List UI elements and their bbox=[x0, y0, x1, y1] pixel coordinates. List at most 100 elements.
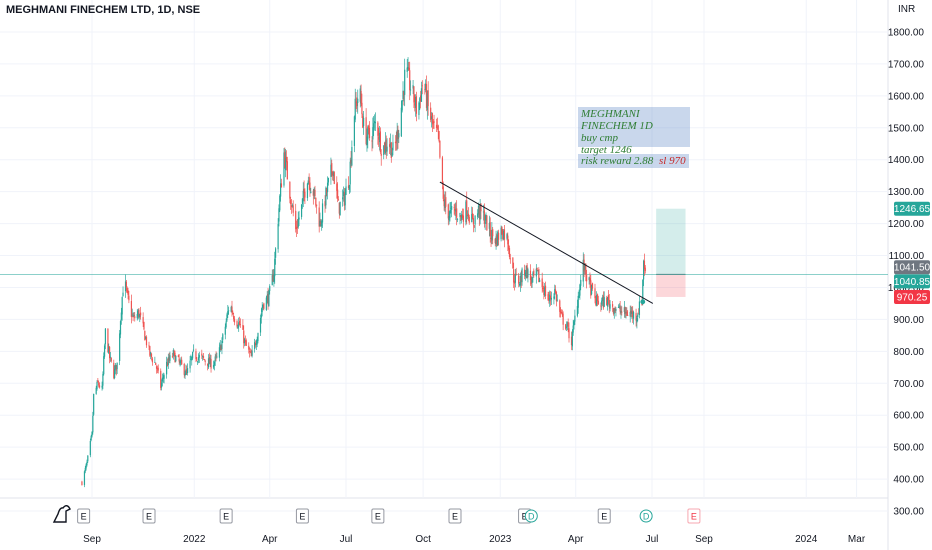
candle-body bbox=[445, 197, 447, 207]
candle-body bbox=[239, 323, 241, 325]
y-tick-label: 800.00 bbox=[893, 347, 924, 358]
x-tick-label: 2022 bbox=[183, 534, 206, 545]
dividend-marker[interactable]: D bbox=[639, 509, 653, 523]
marker-label: E bbox=[601, 512, 607, 522]
loss-zone[interactable] bbox=[656, 274, 686, 297]
price-label[interactable]: 1040.85 bbox=[894, 274, 931, 289]
candle-body bbox=[433, 121, 435, 123]
candle-body bbox=[233, 318, 236, 323]
y-tick-label: 1100.00 bbox=[889, 251, 925, 262]
earnings-marker[interactable]: E bbox=[295, 508, 309, 524]
candle-body bbox=[143, 321, 145, 330]
trendline-drawing[interactable] bbox=[439, 181, 654, 304]
candle-body bbox=[629, 311, 631, 317]
candle-body bbox=[298, 217, 300, 220]
candle-body bbox=[155, 362, 157, 366]
earnings-marker[interactable]: E bbox=[687, 508, 701, 524]
candle-body bbox=[373, 121, 376, 124]
earnings-marker[interactable]: E bbox=[448, 508, 462, 524]
earnings-marker[interactable]: E bbox=[219, 508, 233, 524]
candle-body bbox=[453, 207, 455, 209]
candle-body bbox=[113, 362, 115, 379]
stop-loss-note[interactable]: sl 970 bbox=[656, 154, 689, 168]
candle-body bbox=[643, 260, 646, 270]
candle-body bbox=[490, 237, 492, 239]
candle-body bbox=[351, 147, 353, 166]
candle-body bbox=[272, 274, 274, 282]
candle-body bbox=[114, 368, 116, 379]
earnings-marker[interactable]: E bbox=[77, 508, 91, 524]
candle-body bbox=[312, 190, 314, 196]
candle-body bbox=[134, 316, 136, 319]
candle-body bbox=[224, 326, 226, 335]
candle-body bbox=[496, 235, 498, 246]
candle-body bbox=[198, 355, 200, 358]
candle-body bbox=[175, 356, 177, 362]
candle-body bbox=[297, 219, 299, 228]
tradingview-logo-icon[interactable] bbox=[52, 505, 71, 523]
candle-body bbox=[280, 183, 283, 188]
candle-body bbox=[471, 213, 474, 220]
candle-body bbox=[635, 313, 637, 321]
earnings-marker[interactable]: E bbox=[371, 508, 385, 524]
risk-reward-note[interactable]: risk reward 2.88 bbox=[578, 154, 657, 168]
earnings-marker[interactable]: E bbox=[142, 508, 156, 524]
candle-body bbox=[243, 339, 246, 344]
candle-body bbox=[279, 195, 281, 211]
price-label[interactable]: 1246.65 bbox=[894, 201, 931, 216]
candle-body bbox=[579, 284, 581, 296]
dividend-marker[interactable]: D bbox=[524, 509, 538, 523]
candle-body bbox=[483, 210, 485, 225]
candle-body bbox=[337, 199, 340, 201]
candle-body bbox=[425, 84, 428, 108]
candle-body bbox=[104, 328, 107, 345]
profit-zone[interactable] bbox=[656, 208, 686, 275]
candle-body bbox=[132, 315, 134, 318]
y-tick-label: 1400.00 bbox=[888, 155, 925, 166]
candle-body bbox=[419, 98, 421, 101]
annotation-note[interactable]: MEGHMANI FINECHEM 1D buy cmp target 1246 bbox=[578, 107, 690, 156]
candle-body bbox=[368, 127, 371, 139]
candle-body bbox=[550, 297, 553, 300]
price-label-bg bbox=[894, 260, 930, 275]
candle-body bbox=[219, 344, 221, 348]
symbol-title[interactable]: MEGHMANI FINECHEM LTD, 1D, NSE bbox=[6, 4, 201, 16]
candle-body bbox=[263, 303, 265, 309]
earnings-marker[interactable]: E bbox=[597, 508, 611, 524]
candle-body bbox=[156, 367, 158, 369]
note-line-3: target 1246 bbox=[581, 144, 632, 156]
candle-body bbox=[489, 222, 491, 236]
candle-body bbox=[249, 351, 251, 353]
candle-body bbox=[145, 336, 148, 346]
resistance-trendline[interactable] bbox=[439, 181, 654, 304]
candle-body bbox=[468, 216, 470, 223]
candle-body bbox=[107, 328, 109, 353]
candle-body bbox=[571, 332, 573, 347]
candle-body bbox=[197, 361, 199, 363]
candle-body bbox=[603, 297, 605, 307]
candle-body bbox=[326, 182, 329, 192]
candle-body bbox=[160, 382, 163, 388]
candle-body bbox=[173, 351, 175, 353]
x-tick-label: Apr bbox=[262, 534, 278, 545]
candle-body bbox=[488, 222, 490, 229]
candle-body bbox=[562, 313, 564, 325]
candle-body bbox=[365, 117, 367, 145]
position-zones[interactable] bbox=[656, 208, 686, 297]
candle-body bbox=[209, 357, 211, 365]
candle-body bbox=[554, 289, 556, 296]
candle-body bbox=[601, 300, 603, 305]
time-axis[interactable]: Sep 2022 Apr Jul Oct 2023 Apr Jul Sep 2024 Mar bbox=[83, 534, 866, 545]
candle-body bbox=[397, 129, 399, 139]
price-label[interactable]: 970.25 bbox=[894, 289, 930, 304]
candle-body bbox=[638, 301, 641, 316]
candle-body bbox=[478, 207, 480, 218]
candle-body bbox=[637, 314, 639, 318]
price-axis[interactable]: 300.00 400.00 500.00 600.00 700.00 800.00 900.… bbox=[888, 28, 931, 518]
price-label[interactable]: 1041.50 bbox=[894, 260, 931, 275]
candle-body bbox=[300, 204, 303, 217]
candle-body bbox=[613, 309, 615, 314]
